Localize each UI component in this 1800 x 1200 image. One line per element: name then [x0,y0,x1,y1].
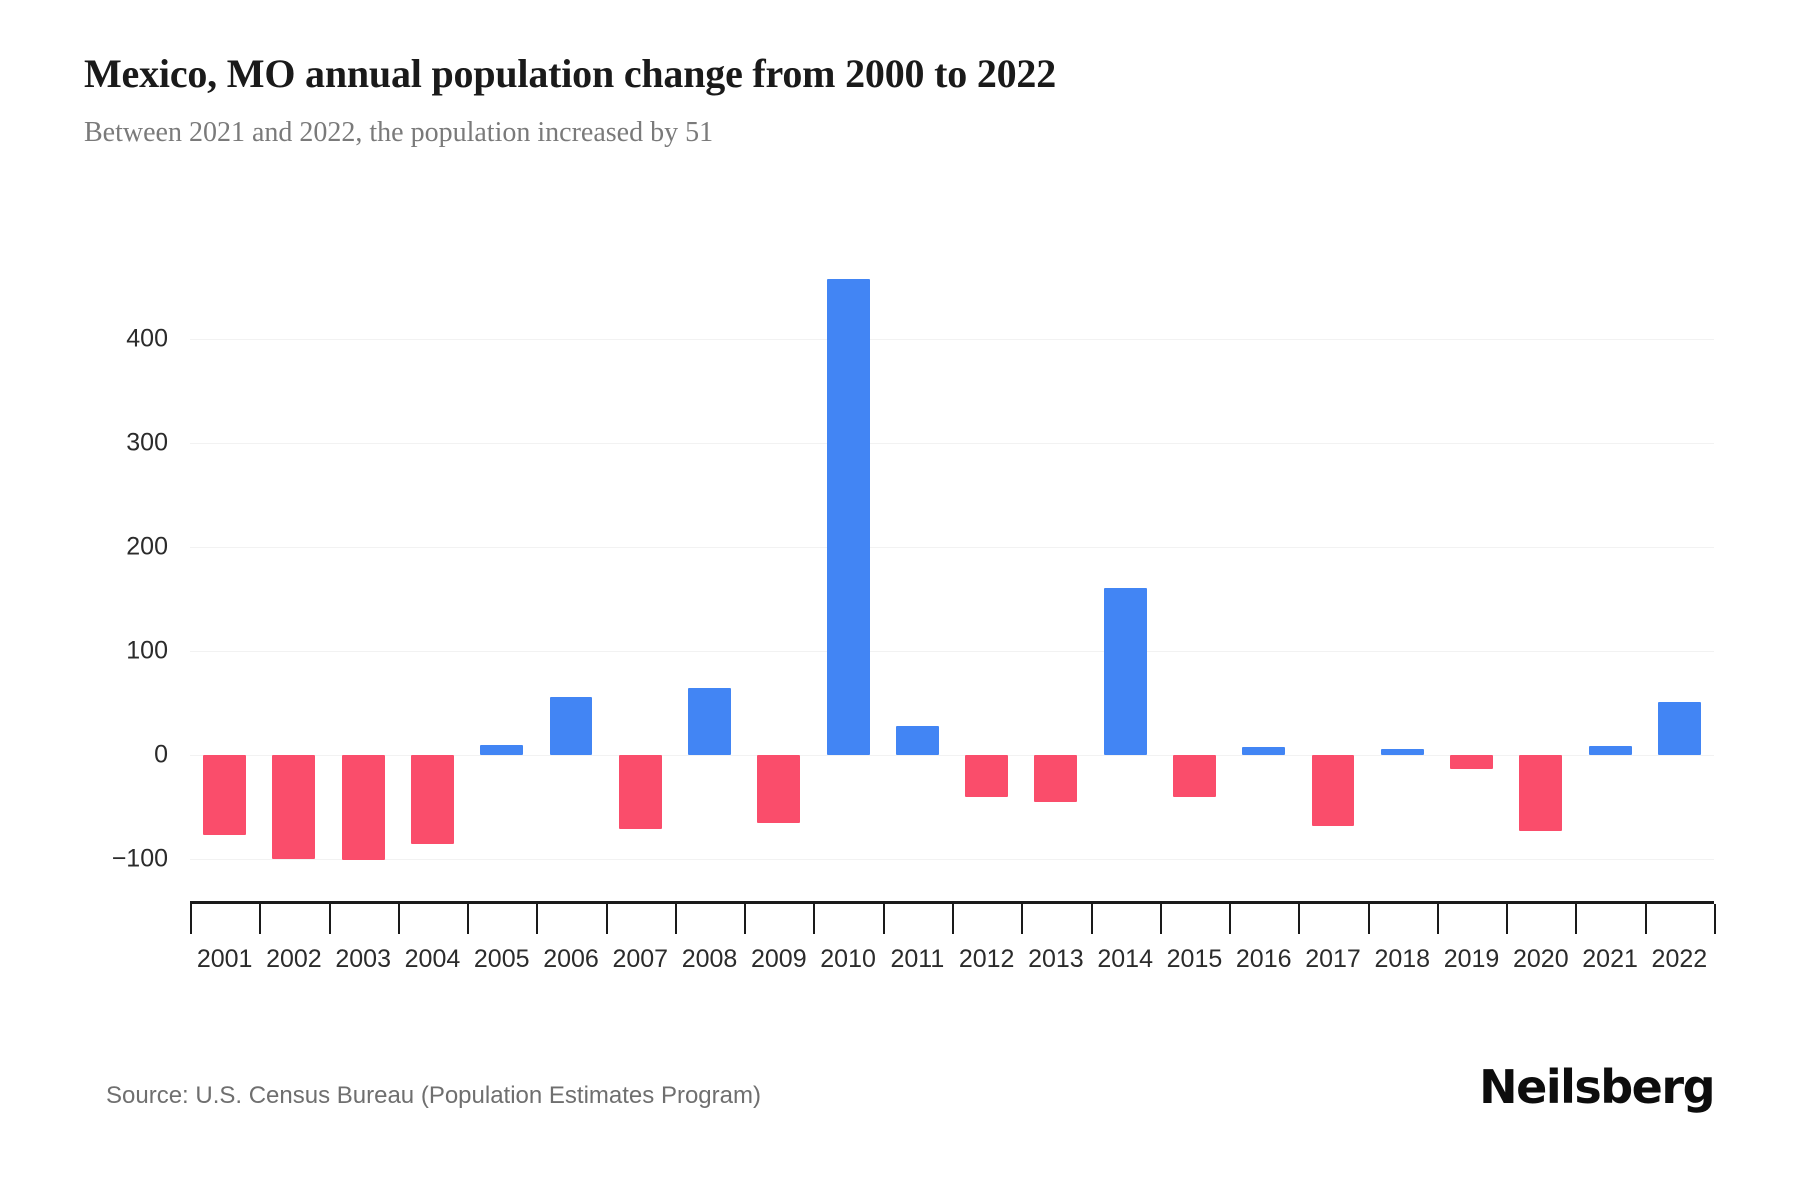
y-axis-tick-label: 400 [126,324,168,353]
chart-subtitle: Between 2021 and 2022, the population in… [84,117,714,148]
x-axis-tick [1229,904,1232,934]
x-axis-tick-label: 2010 [820,945,876,973]
x-axis-tick [674,904,677,934]
x-axis-tick-label: 2012 [958,945,1015,973]
bar-plot: 400 300 200 100 0 −100 [112,245,1714,901]
x-axis-tick [813,904,816,934]
gridline [190,755,1714,757]
x-axis-tick-label: 2008 [681,945,738,973]
gridline [190,546,1714,548]
x-axis-tick [1298,904,1301,934]
bar-2005[interactable] [480,744,524,756]
x-axis-tick [190,904,192,934]
x-axis-tick-label: 2009 [751,945,807,973]
y-axis-tick-label: 0 [154,740,168,769]
y-axis-tick-label: 100 [126,636,168,665]
x-axis-tick [259,904,262,934]
y-axis-tick-label: −100 [111,844,168,873]
source-note: Source: U.S. Census Bureau (Population E… [106,1082,761,1109]
brand-logo: Neilsberg [1479,1060,1715,1114]
bar-2010[interactable] [826,279,870,756]
bar-2008[interactable] [688,687,731,756]
x-axis-line [190,901,1714,904]
x-axis-tick-label: 2001 [196,945,253,973]
bar-2013[interactable] [1034,755,1078,803]
chart-header: Mexico, MO annual population change from… [84,50,1684,150]
bar-2002[interactable] [272,755,316,860]
bar-2018[interactable] [1380,748,1424,756]
bar-2016[interactable] [1242,746,1286,756]
x-axis-tick [536,904,539,934]
gridline [190,651,1714,653]
bar-2019[interactable] [1450,755,1493,769]
bar-2014[interactable] [1103,587,1147,756]
x-axis-tick [1367,904,1370,934]
x-axis-tick-label: 2013 [1028,945,1084,973]
x-axis-tick [1159,904,1162,934]
gridline [190,338,1714,340]
bar-2012[interactable] [965,755,1009,797]
bar-2011[interactable] [895,726,939,756]
x-axis-tick [328,904,331,934]
x-axis-tick [605,904,608,934]
bar-2009[interactable] [757,755,801,823]
x-axis-tick [467,904,470,934]
x-axis-tick [397,904,400,934]
x-axis-tick [744,904,747,934]
bar-2003[interactable] [341,755,385,861]
bar-2022[interactable] [1657,702,1701,756]
x-axis-tick-label: 2020 [1513,945,1569,973]
x-axis-tick-label: 2004 [404,945,461,973]
x-axis-tick-label: 2015 [1166,945,1223,973]
x-axis-tick-label: 2021 [1582,945,1638,973]
x-axis-tick [952,904,954,934]
bar-2020[interactable] [1519,755,1563,832]
x-axis-tick [1714,904,1716,934]
x-axis-tick-label: 2007 [612,945,669,973]
x-axis-tick [1021,904,1024,934]
x-axis-tick [1506,904,1509,934]
bar-2007[interactable] [618,755,662,830]
x-axis-tick-label: 2016 [1235,945,1292,973]
y-axis-tick-label: 300 [126,428,168,457]
x-axis-tick-label: 2019 [1443,945,1500,973]
x-axis-tick [1644,904,1647,934]
x-axis-tick [1436,904,1439,934]
x-axis-tick [1575,904,1578,934]
gridline [190,859,1714,861]
bar-2021[interactable] [1588,745,1632,756]
x-axis-tick-label: 2006 [543,945,599,973]
x-axis-tick-label: 2011 [890,945,945,973]
y-axis-tick-label: 200 [126,532,168,561]
x-axis-tick [882,904,885,934]
x-axis-tick-label: 2022 [1651,945,1708,973]
bar-2017[interactable] [1311,755,1355,827]
x-axis-tick-label: 2005 [473,945,530,973]
x-axis-tick-label: 2018 [1374,945,1431,973]
x-axis-tick [1090,904,1093,934]
bar-2006[interactable] [549,696,593,756]
x-axis-tick-label: 2002 [266,945,322,973]
bar-2001[interactable] [203,755,247,836]
gridline [190,442,1714,444]
bar-2004[interactable] [410,755,454,844]
x-axis-tick-label: 2014 [1097,945,1153,973]
bar-2015[interactable] [1172,755,1216,797]
x-axis-tick-label: 2017 [1305,945,1361,973]
page-title: Mexico, MO annual population change from… [84,51,1057,96]
x-axis-tick-label: 2003 [335,945,391,973]
